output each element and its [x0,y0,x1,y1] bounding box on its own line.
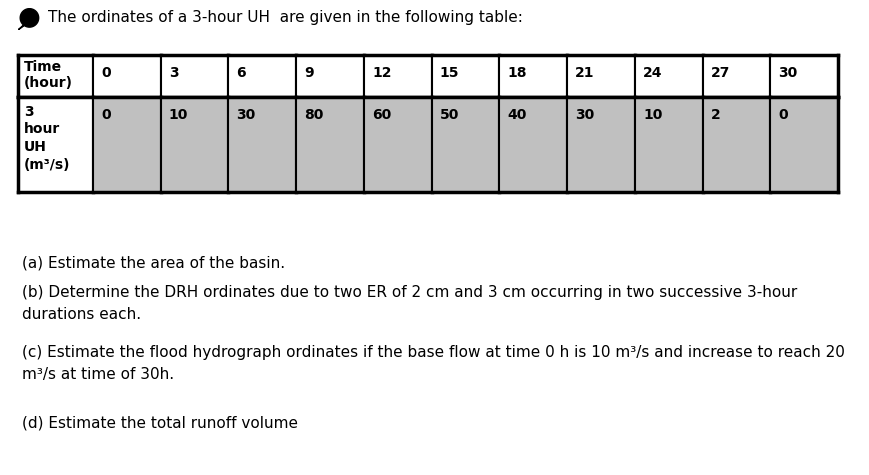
Text: 10: 10 [169,108,189,123]
Text: (b) Determine the DRH ordinates due to two ER of 2 cm and 3 cm occurring in two : (b) Determine the DRH ordinates due to t… [22,285,797,322]
Text: 50: 50 [440,108,459,123]
Text: 3
hour
UH
(m³/s): 3 hour UH (m³/s) [24,104,70,172]
Text: (a) Estimate the area of the basin.: (a) Estimate the area of the basin. [22,255,285,270]
Text: 30: 30 [236,108,255,123]
Text: 27: 27 [711,66,730,80]
Text: 2: 2 [711,108,720,123]
Text: 30: 30 [575,108,594,123]
Text: Time
(hour): Time (hour) [24,60,73,90]
Text: (c) Estimate the flood hydrograph ordinates if the base flow at time 0 h is 10 m: (c) Estimate the flood hydrograph ordina… [22,345,845,382]
Text: 18: 18 [507,66,527,80]
Text: 24: 24 [643,66,662,80]
Text: 3: 3 [169,66,178,80]
Polygon shape [20,9,39,27]
Text: 15: 15 [440,66,459,80]
Polygon shape [18,23,26,30]
Text: The ordinates of a 3-hour UH  are given in the following table:: The ordinates of a 3-hour UH are given i… [48,10,523,25]
Text: 21: 21 [575,66,594,80]
Text: 80: 80 [304,108,323,123]
Text: 12: 12 [372,66,392,80]
Text: 40: 40 [507,108,527,123]
Text: 30: 30 [779,66,798,80]
Text: 9: 9 [304,66,314,80]
Text: 10: 10 [643,108,662,123]
Text: 60: 60 [372,108,391,123]
Text: 0: 0 [779,108,788,123]
Text: 6: 6 [236,66,246,80]
Text: 0: 0 [101,108,110,123]
Text: 0: 0 [101,66,110,80]
Text: (d) Estimate the total runoff volume: (d) Estimate the total runoff volume [22,415,298,430]
